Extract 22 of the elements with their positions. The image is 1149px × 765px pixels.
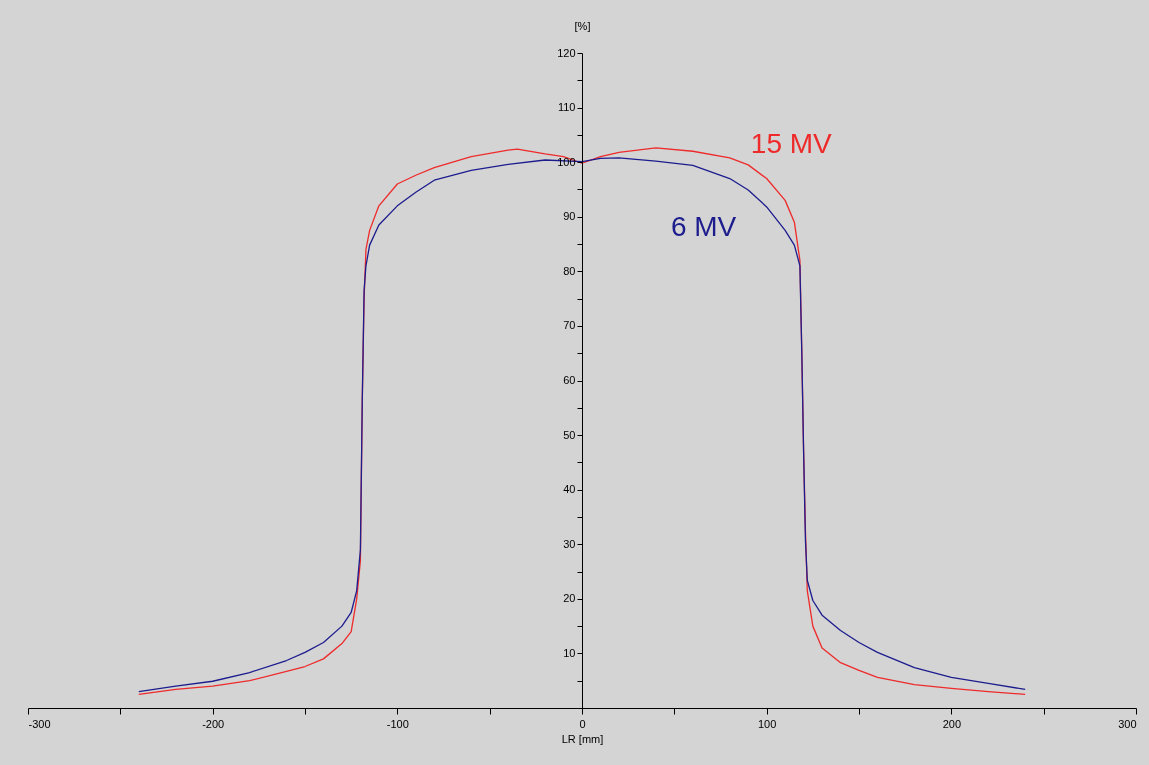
x-tick-label: 200 [942, 717, 962, 730]
x-axis-title: LR [mm] [561, 732, 604, 745]
series-label: 6 MV [670, 210, 737, 242]
y-tick-label: 50 [563, 428, 576, 441]
y-tick-label: 40 [563, 483, 576, 496]
x-tick-label: -100 [386, 717, 409, 730]
x-tick-label: -200 [202, 717, 225, 730]
y-tick-label: 90 [563, 210, 576, 223]
series-label: 15 MV [750, 127, 833, 159]
y-tick-label: 120 [557, 46, 576, 59]
y-tick-label: 60 [563, 374, 576, 386]
x-tick-label: 0 [579, 717, 586, 730]
x-tick-label: 300 [1118, 717, 1137, 730]
x-tick-label: 100 [757, 717, 777, 730]
y-tick-label: 20 [563, 592, 576, 605]
y-tick-label: 10 [563, 646, 576, 659]
y-tick-label: 110 [557, 101, 576, 114]
x-tick-label: -300 [28, 717, 51, 730]
y-tick-label: 80 [563, 264, 576, 277]
y-axis-title: [%] [574, 19, 591, 32]
y-tick-label: 70 [563, 319, 576, 332]
y-tick-label: 30 [563, 537, 576, 550]
